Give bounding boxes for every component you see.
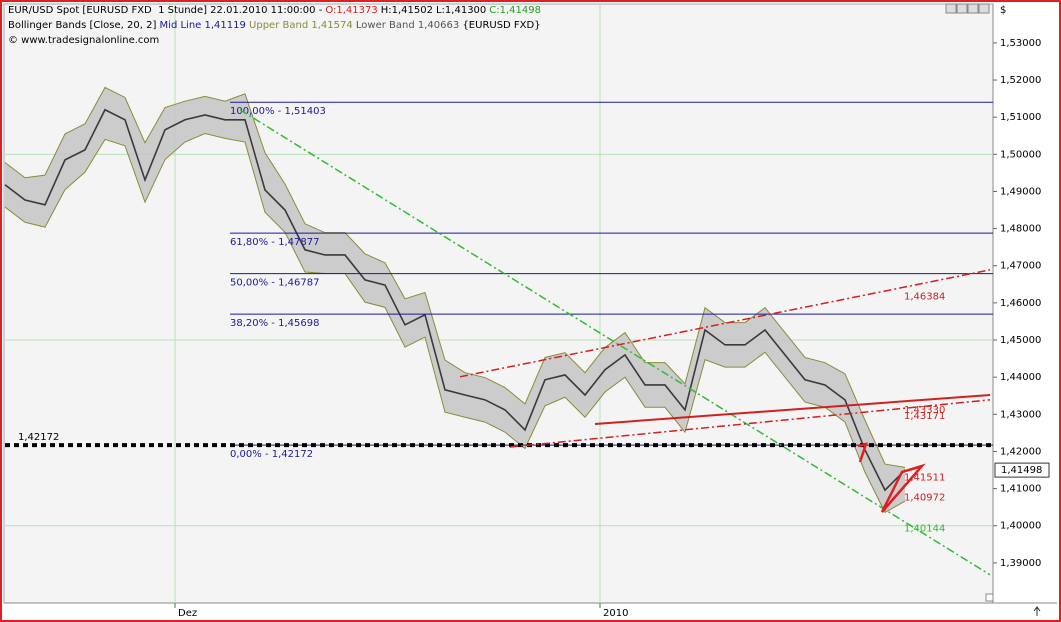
y-tick-label: 1,47000	[1000, 261, 1041, 272]
annotation: 1,43330	[904, 405, 945, 416]
indicator: Bollinger Bands [Close, 20, 2]	[8, 20, 157, 31]
y-tick-label: 1,52000	[1000, 75, 1041, 86]
price-line	[4, 108, 906, 492]
band-line	[4, 132, 906, 514]
y-tick-label: 1,51000	[1000, 112, 1041, 123]
annotation: 1,46384	[904, 292, 945, 303]
upper-band-label: Upper Band 1,41574	[249, 20, 353, 31]
trendline	[459, 269, 991, 378]
ohlc-value: L:1,41300	[435, 5, 487, 16]
trendline	[239, 109, 991, 576]
x-tick-label: Dez	[178, 608, 197, 619]
scroll-arrow[interactable]	[1033, 606, 1041, 616]
y-tick-label: 1,44000	[1000, 372, 1041, 383]
fib-label: 38,20% - 1,45698	[230, 318, 319, 329]
button[interactable]	[967, 3, 979, 14]
button[interactable]	[978, 3, 990, 14]
ohlc-value: H:1,41502	[380, 5, 433, 16]
button[interactable]	[956, 3, 968, 14]
ohlc: O:1,41373 H:1,41502 L:1,41300 C:1,41498	[322, 5, 541, 16]
annotation: 1,40972	[904, 493, 945, 504]
annotation: 1,41511	[904, 473, 945, 484]
annotation: 1,43171	[904, 411, 945, 422]
ohlc-value: O:1,41373	[325, 5, 378, 16]
annotation: 1,40144	[904, 523, 945, 534]
y-tick-label: 1,43000	[1000, 409, 1041, 420]
last-price-box	[994, 462, 1050, 478]
fib-label: 50,00% - 1,46787	[230, 278, 319, 289]
fib-label: 61,80% - 1,47877	[230, 237, 319, 248]
support-label: 1,42172	[18, 432, 59, 443]
last-price-label: 1,41498	[1001, 465, 1042, 476]
pennant	[857, 442, 926, 513]
plot-area	[3, 3, 994, 604]
window-buttons[interactable]	[945, 3, 990, 14]
header-line: Bollinger Bands [Close, 20, 2] Mid Line …	[8, 18, 541, 33]
y-tick-label: 1,39000	[1000, 558, 1041, 569]
y-tick-label: 1,50000	[1000, 149, 1041, 160]
mid-line-label: Mid Line 1,41119	[159, 20, 246, 31]
y-tick-label: 1,42000	[1000, 446, 1041, 457]
header-line: EUR/USD Spot [EURUSD FXD 1 Stunde] 22.01…	[8, 3, 541, 18]
fib-label: 100,00% - 1,51403	[230, 106, 326, 117]
lower-band-label: Lower Band 1,40663	[355, 20, 460, 31]
price-axis	[993, 4, 1057, 603]
y-tick-label: 1,46000	[1000, 298, 1041, 309]
chart-header: EUR/USD Spot [EURUSD FXD 1 Stunde] 22.01…	[8, 3, 541, 48]
y-tick-label: 1,49000	[1000, 186, 1041, 197]
band-fill	[5, 87, 905, 513]
trendline	[509, 399, 991, 448]
corner-box[interactable]	[985, 593, 994, 602]
y-tick-label: 1,40000	[1000, 521, 1041, 532]
feed: {EURUSD FXD}	[462, 20, 541, 31]
y-tick-label: 1,41000	[1000, 484, 1041, 495]
ohlc-value: C:1,41498	[489, 5, 541, 16]
band-line	[4, 86, 906, 468]
fib-label: 0,00% - 1,42172	[230, 449, 313, 460]
copyright: © www.tradesignalonline.com	[8, 35, 160, 46]
currency-label: $	[1000, 5, 1006, 16]
y-tick-label: 1,53000	[1000, 38, 1041, 49]
instrument: EUR/USD Spot [EURUSD FXD 1 Stunde] 22.01…	[8, 5, 323, 16]
trendline	[594, 394, 991, 425]
y-tick-label: 1,48000	[1000, 224, 1041, 235]
button[interactable]	[945, 3, 957, 14]
x-tick-label: 2010	[603, 608, 628, 619]
y-tick-label: 1,45000	[1000, 335, 1041, 346]
